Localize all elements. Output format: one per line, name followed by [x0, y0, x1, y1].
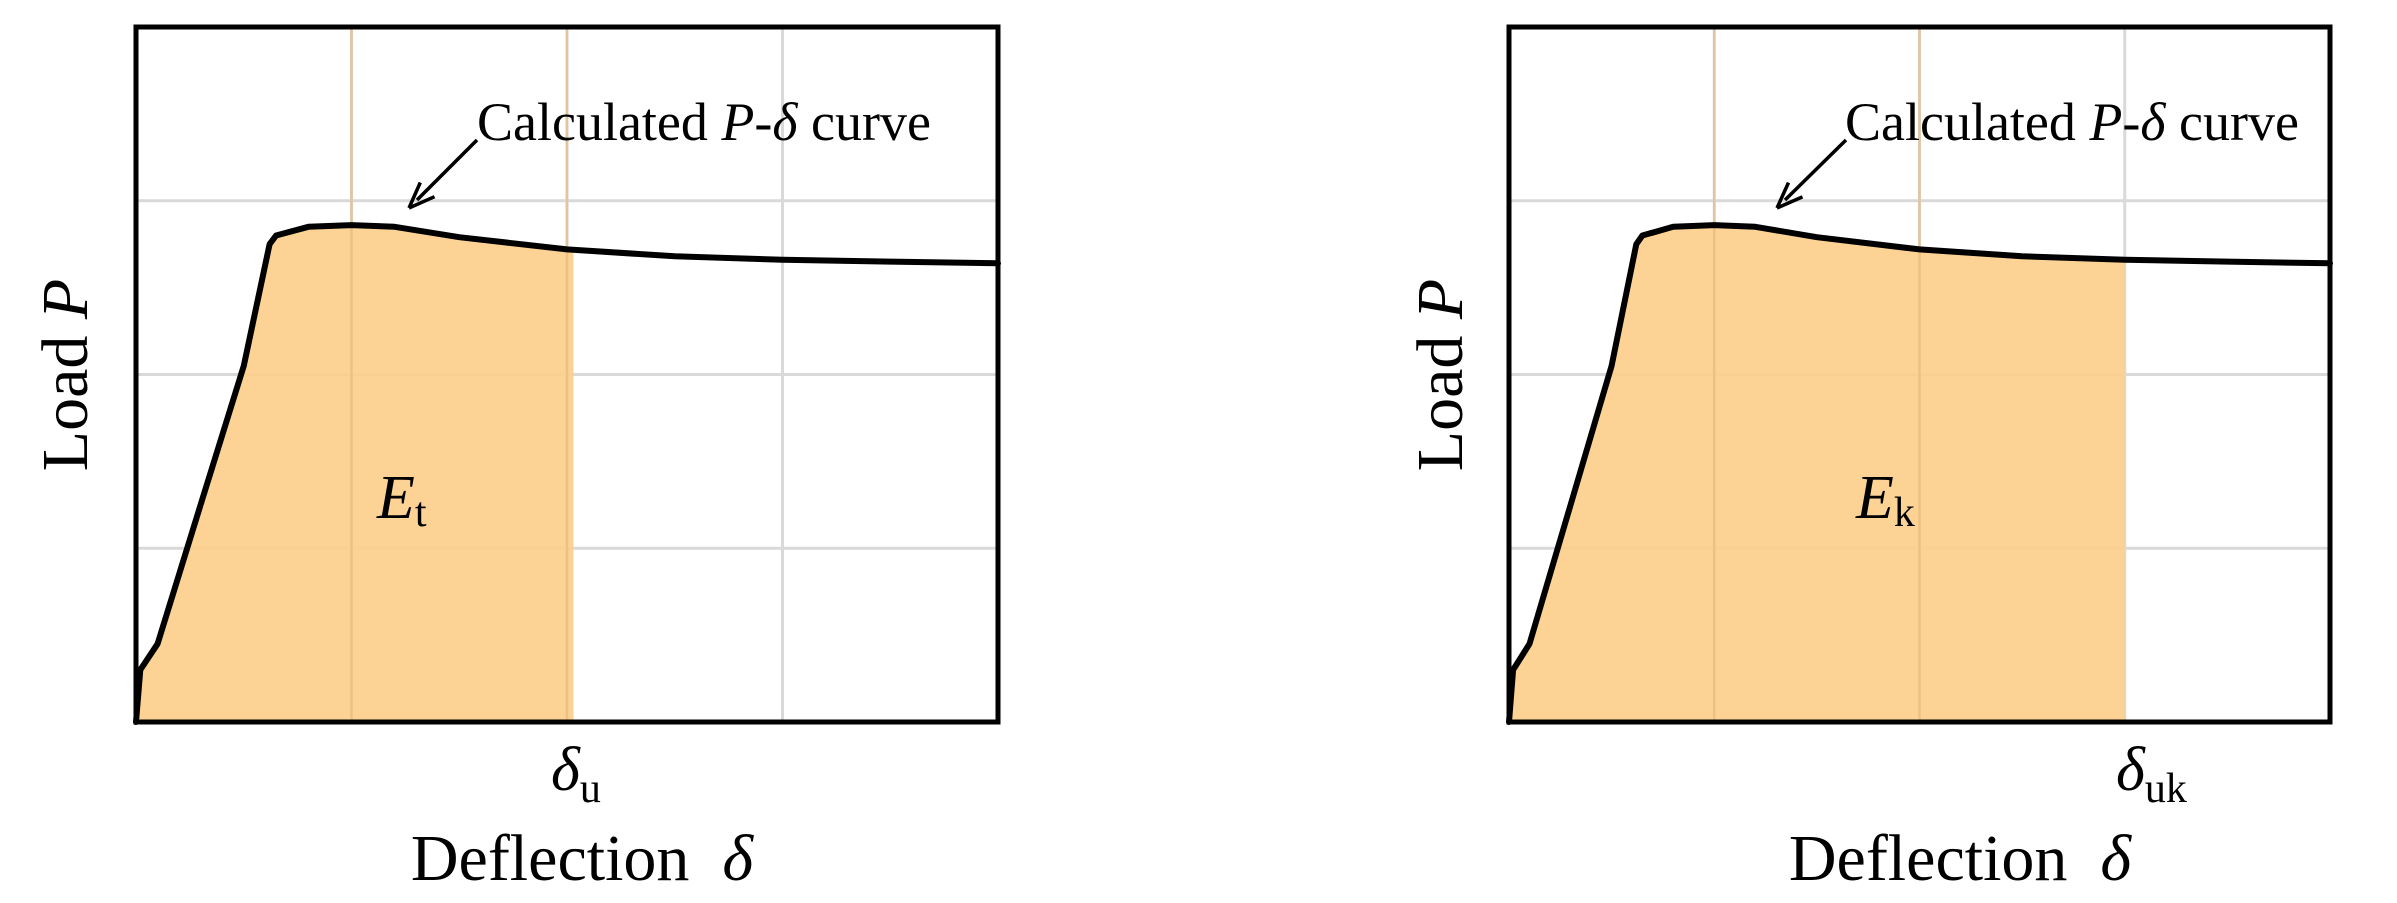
arrow-head-icon [1775, 181, 1804, 210]
x-axis-label-space [2084, 822, 2101, 895]
x-axis-label-space [706, 822, 723, 895]
annotation-tail: curve [2166, 92, 2299, 152]
annotation-var-delta: δ [2140, 92, 2166, 152]
y-axis-label-var: P [1404, 279, 1477, 320]
marker-subscript: uk [2145, 766, 2187, 812]
annotation-arrow [1783, 138, 1848, 202]
area-label: Ek [1855, 464, 1915, 536]
deflection-marker-label: δuk [2116, 736, 2187, 812]
x-axis-label-text: Deflection [411, 822, 706, 895]
deflection-marker-label: δu [551, 736, 601, 812]
annotation-tail: curve [798, 92, 931, 152]
x-axis-label: Deflection δ [1789, 822, 2133, 895]
area-label-subscript: t [415, 490, 427, 536]
curve-annotation: Calculated P-δ curve [1845, 92, 2299, 152]
annotation-var-p: P [2088, 92, 2122, 152]
area-label: Et [376, 464, 427, 536]
y-axis-label-text: Load [29, 319, 102, 471]
y-axis-label: Load P [29, 279, 102, 471]
annotation-var-delta: δ [772, 92, 798, 152]
x-axis-label: Deflection δ [411, 822, 755, 895]
plot-frame [1506, 24, 2333, 725]
marker-subscript: u [580, 766, 601, 812]
curve-annotation: Calculated P-δ curve [477, 92, 931, 152]
annotation-dash: - [2122, 92, 2140, 152]
load-deflection-curve [133, 222, 1001, 725]
area-label-main: E [1855, 464, 1894, 532]
annotation-text: Calculated [477, 92, 721, 152]
y-axis-label-var: P [29, 279, 102, 320]
y-axis-label: Load P [1404, 279, 1477, 471]
arrow-head-icon [407, 181, 436, 210]
x-axis-label-var: δ [722, 822, 754, 895]
marker-main: δ [551, 736, 581, 804]
energy-area [1509, 225, 2125, 722]
plot-frame [133, 24, 1001, 725]
annotation-text: Calculated [1845, 92, 2089, 152]
marker-main: δ [2116, 736, 2146, 804]
annotation-var-p: P [720, 92, 754, 152]
energy-area [136, 225, 574, 722]
annotation-arrow [415, 138, 479, 202]
annotation-dash: - [754, 92, 772, 152]
area-label-main: E [376, 464, 415, 532]
x-axis-label-text: Deflection [1789, 822, 2084, 895]
y-axis-label-text: Load [1404, 319, 1477, 471]
load-deflection-curve [1506, 222, 2333, 725]
area-label-subscript: k [1894, 490, 1915, 536]
x-axis-label-var: δ [2100, 822, 2132, 895]
